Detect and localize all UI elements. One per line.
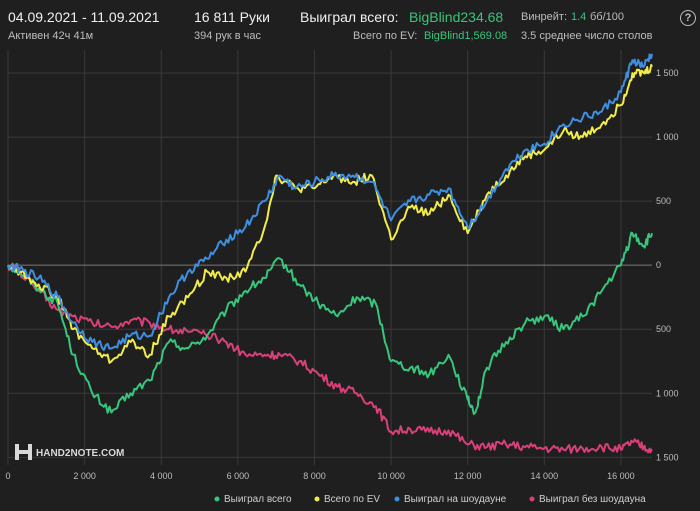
help-icon[interactable]: ? — [680, 10, 696, 26]
x-tick-label: 0 — [5, 471, 10, 481]
series-line-0 — [7, 231, 653, 415]
legend-label[interactable]: Выиграл всего — [224, 494, 292, 505]
y-tick-label: 0 — [656, 260, 661, 270]
winrate-label: Винрейт: — [521, 11, 568, 23]
won-total-label: Выиграл всего: — [300, 9, 399, 25]
y-tick-label: 500 — [656, 324, 671, 334]
y-tick-label: 1 500 — [656, 68, 679, 78]
won-total-value: BigBlind234.68 — [409, 9, 504, 25]
grid-lines — [7, 50, 652, 465]
x-tick-label: 14 000 — [531, 471, 559, 481]
legend-label[interactable]: Выиграл на шоудауне — [404, 494, 507, 505]
logo-mark-left — [15, 444, 19, 460]
y-tick-label: 1 000 — [656, 388, 679, 398]
x-tick-label: 2 000 — [73, 471, 96, 481]
hands-per-hour: 394 рук в час — [194, 30, 262, 42]
legend-marker — [394, 496, 400, 502]
brand-logo: HAND2NOTE.COM — [15, 444, 124, 460]
x-tick-label: 10 000 — [377, 471, 405, 481]
legend-label[interactable]: Всего по EV — [324, 494, 380, 505]
winrate-value: 1.4 — [571, 11, 587, 23]
x-tick-label: 6 000 — [227, 471, 250, 481]
legend: Выиграл всего Всего по EV Выиграл на шоуда… — [214, 493, 646, 505]
series-lines — [7, 53, 653, 454]
ev-total-label: Всего по EV: — [353, 30, 418, 42]
y-tick-label: 1 000 — [656, 132, 679, 142]
brand-name: HAND2NOTE.COM — [36, 448, 124, 459]
logo-mark-right — [28, 444, 32, 460]
legend-marker — [214, 496, 220, 502]
legend-marker — [314, 496, 320, 502]
winrate-unit: бб/100 — [590, 11, 625, 23]
y-axis-ticks: 1 500 1 000 500 0 500 1 000 1 500 — [656, 68, 679, 462]
ev-total-value: BigBlind1,569.08 — [424, 30, 508, 42]
x-tick-label: 12 000 — [454, 471, 482, 481]
series-line-1 — [7, 63, 653, 364]
hands-count: 16 811 Руки — [194, 9, 270, 25]
y-tick-label: 500 — [656, 196, 671, 206]
legend-label[interactable]: Выиграл без шоудауна — [539, 493, 646, 505]
y-tick-label: 1 500 — [656, 452, 679, 462]
series-line-3 — [7, 264, 653, 454]
logo-mark-bar — [19, 450, 28, 454]
legend-marker — [529, 496, 535, 502]
active-time: Активен 42ч 41м — [8, 30, 94, 42]
x-tick-label: 4 000 — [150, 471, 173, 481]
date-range: 04.09.2021 - 11.09.2021 — [8, 9, 160, 25]
series-line-2 — [7, 53, 653, 352]
average-tables: 3.5 среднее число столов — [521, 30, 653, 42]
x-tick-label: 8 000 — [303, 471, 326, 481]
x-axis-ticks: 0 2 000 4 000 6 000 8 000 10 000 12 000 14 000 1… — [5, 471, 634, 481]
stats-header: 04.09.2021 - 11.09.2021 Активен 42ч 41м … — [0, 0, 700, 48]
x-tick-label: 16 000 — [607, 471, 635, 481]
